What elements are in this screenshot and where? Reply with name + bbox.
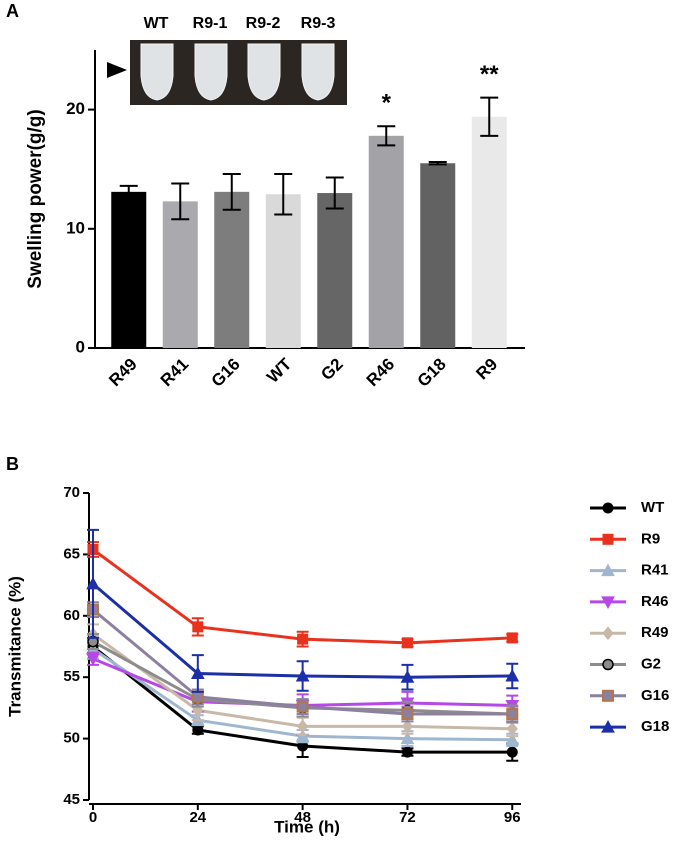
x-tick-label: R46 [363, 355, 398, 390]
x-tick-label: WT [263, 354, 296, 387]
marker [192, 621, 204, 633]
x-tick-label: 0 [89, 809, 97, 826]
marker [400, 731, 415, 745]
marker [602, 689, 614, 702]
y-tick-label: 0 [76, 337, 85, 356]
inset-label: R9-1 [193, 15, 228, 32]
bar [368, 135, 404, 348]
marker [86, 653, 100, 666]
marker [401, 708, 414, 721]
error-bar [274, 172, 293, 216]
bar [162, 201, 198, 348]
marker [602, 533, 614, 545]
x-tick-label: 48 [294, 809, 311, 826]
y-axis-label: Swelling power(g/g) [25, 109, 46, 288]
y-tick-label: 65 [63, 545, 80, 562]
inset-label: R9-3 [301, 15, 336, 32]
x-tick-label: G2 [317, 355, 346, 384]
marker [297, 633, 309, 645]
legend-label: R49 [641, 624, 669, 641]
significance-mark: * [382, 90, 392, 117]
legend-label: G16 [641, 687, 669, 704]
error-bar [119, 184, 138, 199]
x-tick-label: R9 [472, 355, 501, 384]
y-tick-label: 20 [66, 99, 85, 118]
x-tick-label: R41 [157, 355, 192, 390]
y-tick-label: 70 [63, 484, 80, 501]
x-tick-label: G16 [208, 355, 244, 391]
marker [401, 746, 413, 758]
marker [505, 668, 520, 682]
bar [420, 163, 456, 348]
bar [471, 116, 507, 348]
marker [401, 719, 414, 734]
marker [602, 626, 614, 640]
panel-label: A [6, 1, 19, 21]
legend-label: G2 [641, 655, 661, 672]
x-tick-label: 72 [399, 809, 416, 826]
marker [86, 576, 100, 590]
bar [317, 193, 353, 348]
error-bar [428, 161, 447, 166]
marker [506, 708, 519, 721]
marker [506, 632, 518, 644]
y-tick-label: 45 [63, 791, 80, 808]
legend-label: R9 [641, 530, 660, 547]
x-tick-label: G18 [414, 355, 450, 391]
marker [192, 724, 204, 736]
marker [190, 666, 205, 680]
y-axis-label: Transmitance (%) [5, 576, 24, 717]
inset-label: R9-2 [246, 15, 281, 32]
y-tick-label: 10 [66, 218, 85, 237]
bar [214, 191, 250, 348]
marker [602, 502, 614, 514]
marker [191, 690, 204, 703]
y-tick-label: 55 [63, 668, 80, 685]
marker [296, 719, 309, 734]
marker [601, 563, 615, 577]
x-axis-label: Time (h) [274, 817, 340, 836]
error-bar [377, 125, 396, 147]
marker [296, 700, 309, 713]
legend-label: G18 [641, 718, 669, 735]
series-line [92, 548, 513, 645]
legend-label: WT [641, 499, 664, 516]
x-tick-label: 96 [504, 809, 521, 826]
marker [601, 596, 615, 609]
marker [506, 721, 518, 736]
bar [111, 191, 147, 348]
marker [401, 637, 413, 649]
marker [505, 732, 520, 746]
legend-label: R41 [641, 562, 669, 579]
error-bar [480, 96, 499, 137]
y-tick-label: 50 [63, 730, 80, 747]
marker [602, 658, 614, 671]
x-tick-label: 24 [189, 809, 206, 826]
bar [265, 194, 301, 348]
marker [601, 720, 615, 733]
panel-label: B [6, 454, 19, 474]
inset-label: WT [144, 15, 169, 32]
error-bar [325, 176, 344, 210]
marker [295, 668, 310, 682]
x-tick-label: R49 [105, 355, 140, 390]
error-bar [222, 172, 241, 211]
legend-label: R46 [641, 593, 669, 610]
marker [400, 670, 415, 683]
y-tick-label: 60 [63, 607, 80, 624]
error-bar [171, 182, 190, 221]
marker [506, 746, 518, 758]
significance-mark: ** [480, 61, 499, 88]
inset-photo [107, 40, 347, 105]
